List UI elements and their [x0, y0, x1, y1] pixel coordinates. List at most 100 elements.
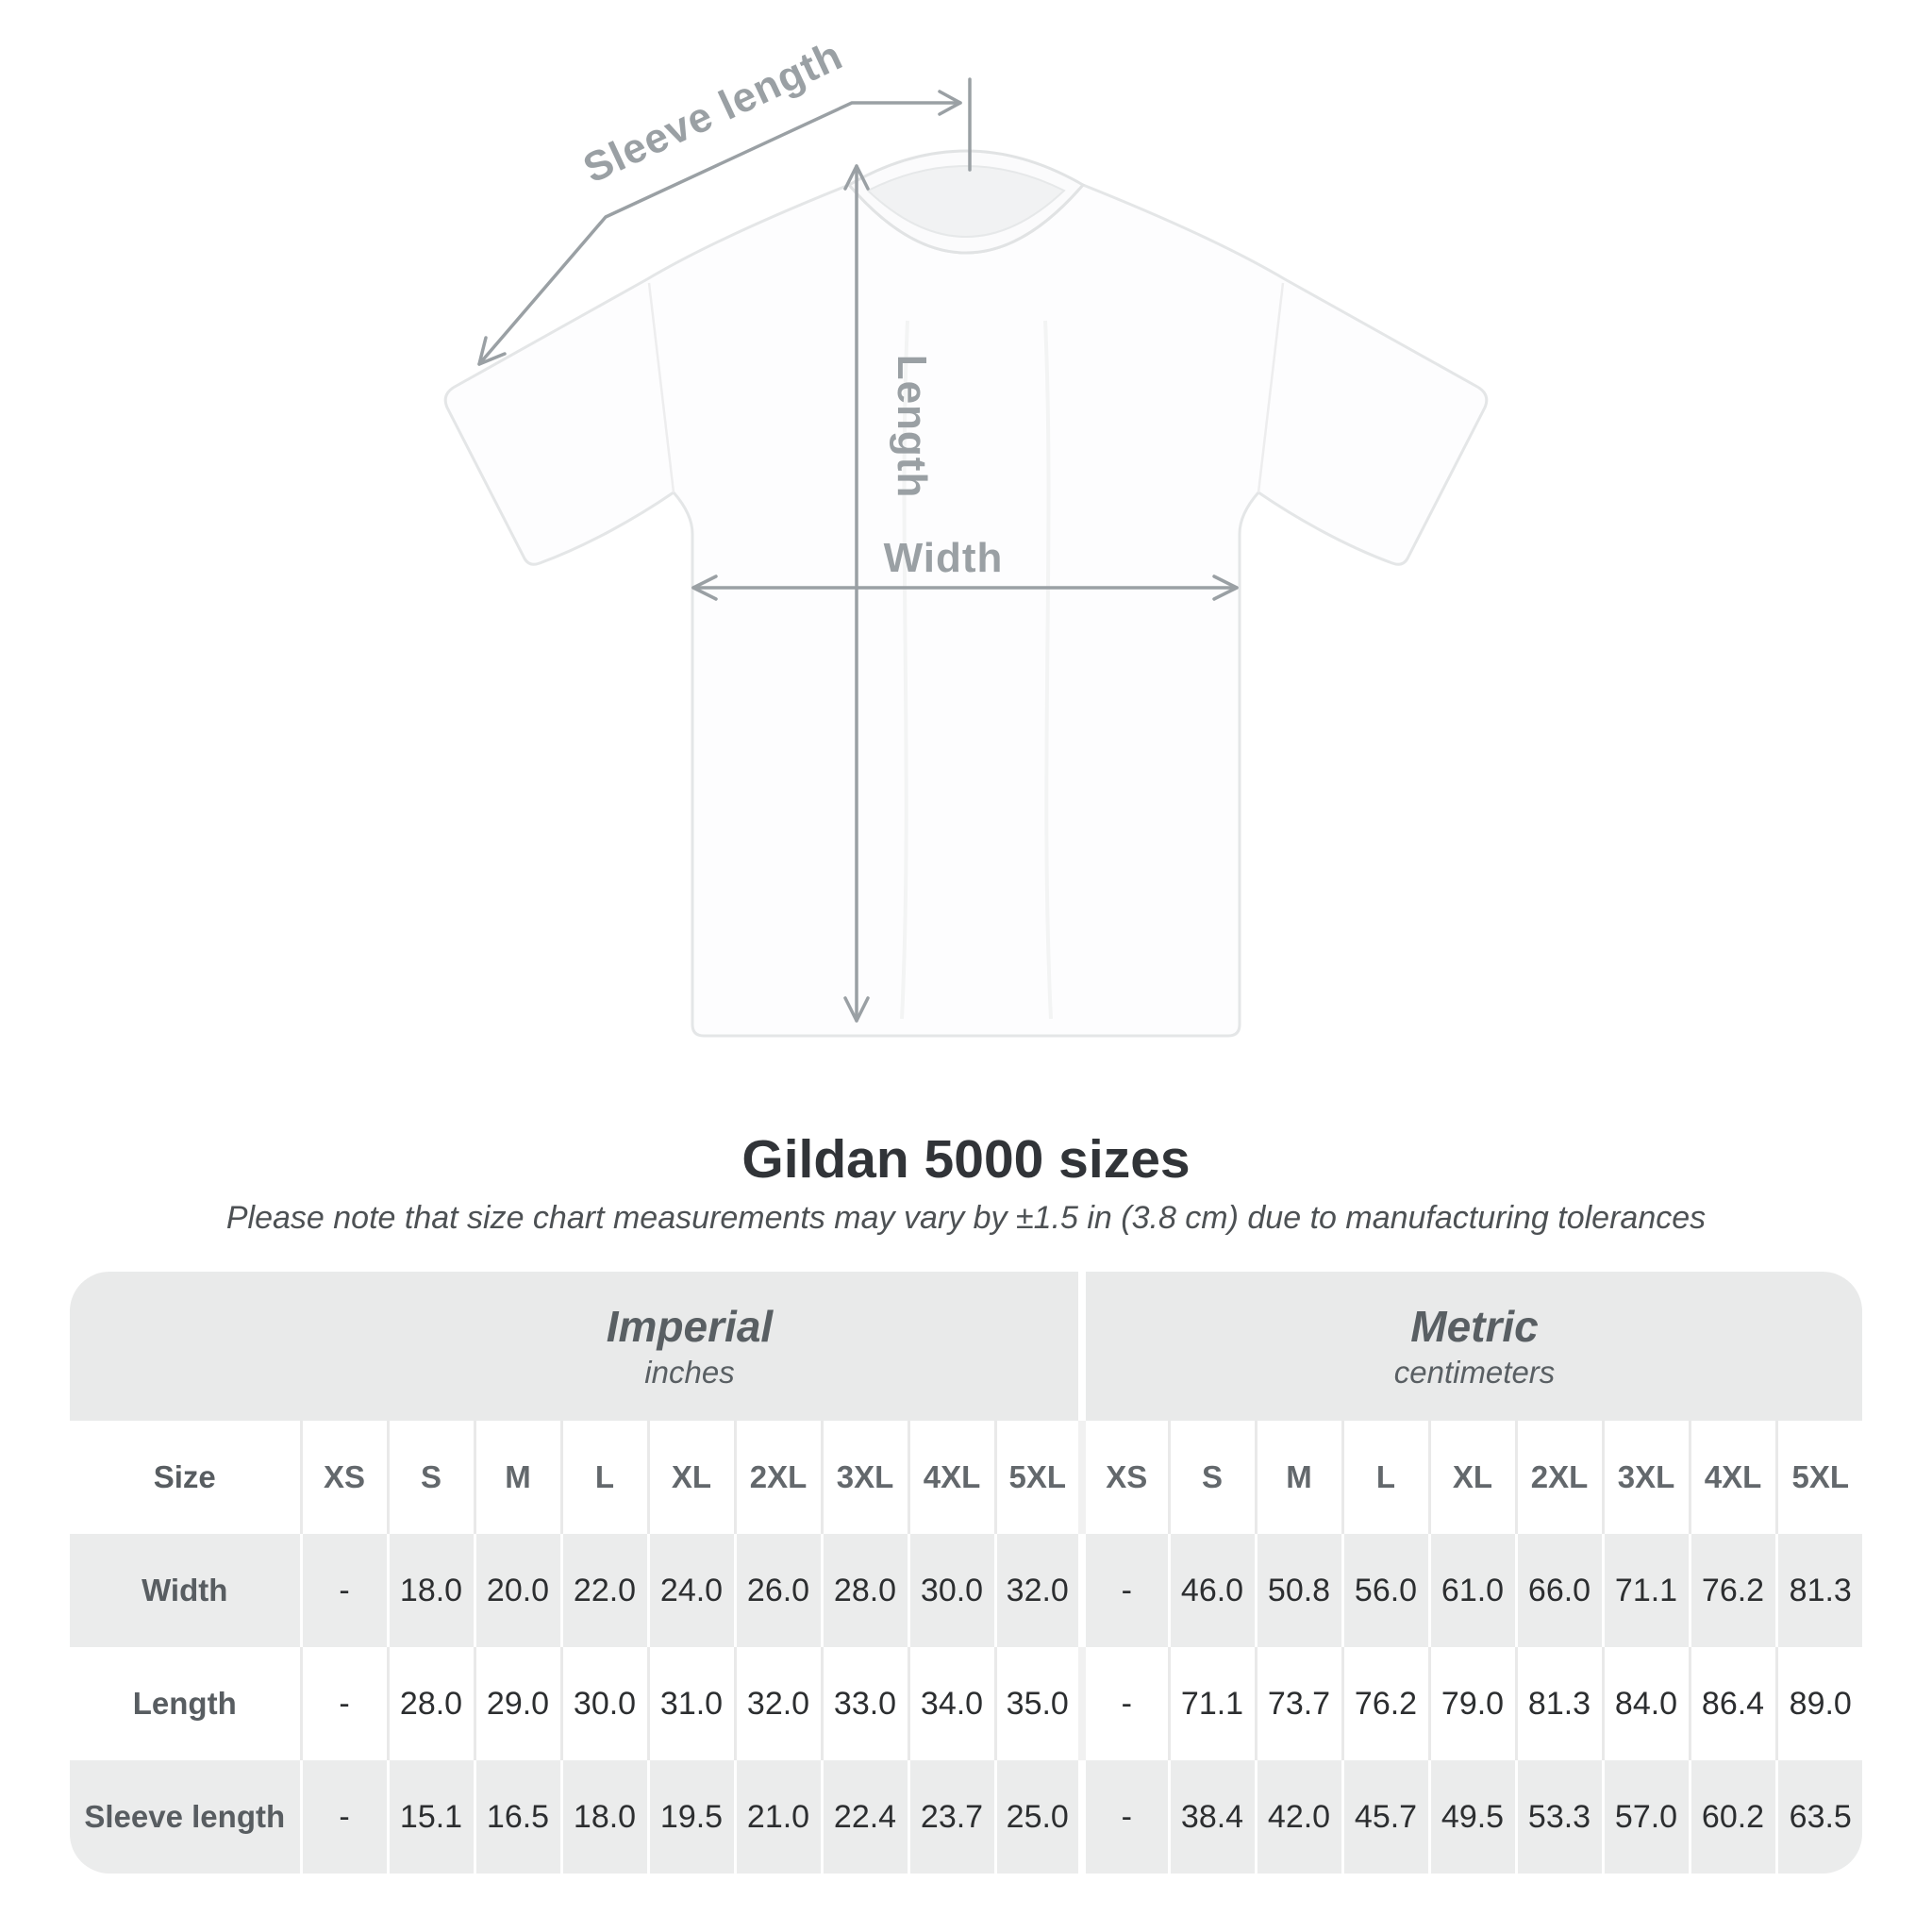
value-cell-imperial: 35.0	[993, 1647, 1082, 1760]
value-cell-imperial: 20.0	[473, 1534, 561, 1647]
row-label: Width	[142, 1573, 228, 1607]
size-header-imperial-xs: XS	[299, 1421, 388, 1534]
size-header-metric-2xl: 2XL	[1514, 1421, 1603, 1534]
unit-group-imperial: Imperial inches	[301, 1272, 1082, 1421]
size-header-imperial-l: L	[559, 1421, 648, 1534]
size-header-metric-xs: XS	[1078, 1421, 1169, 1534]
value-cell-metric: 50.8	[1254, 1534, 1342, 1647]
length-label: Length	[889, 355, 935, 499]
page-title: Gildan 5000 sizes	[741, 1129, 1191, 1190]
value-cell-metric: -	[1078, 1760, 1169, 1874]
length-arrowhead-bottom	[843, 996, 870, 1023]
value-cell-metric: 84.0	[1601, 1647, 1690, 1760]
value-cell-metric: 76.2	[1341, 1647, 1429, 1760]
value-cell-imperial: 18.0	[559, 1760, 648, 1874]
size-chart-table: Imperial inches Metric centimeters Size XS S M L…	[70, 1272, 1862, 1874]
size-header-imperial-xl: XL	[646, 1421, 735, 1534]
size-header-imperial-5xl: 5XL	[993, 1421, 1082, 1534]
value-cell-metric: 63.5	[1774, 1760, 1862, 1874]
width-arrowhead-right	[1212, 575, 1239, 601]
value-cell-metric: 46.0	[1167, 1534, 1256, 1647]
tshirt-neck-opening	[866, 165, 1066, 238]
value-cell-imperial: 19.5	[646, 1760, 735, 1874]
value-cell-imperial: 30.0	[559, 1647, 648, 1760]
value-cell-metric: 86.4	[1688, 1647, 1776, 1760]
value-cell-metric: 61.0	[1427, 1534, 1516, 1647]
unit-group-unit: centimeters	[1393, 1355, 1556, 1391]
value-cell-imperial: 25.0	[993, 1760, 1082, 1874]
value-cell-metric: 71.1	[1601, 1534, 1690, 1647]
value-cell-metric: 57.0	[1601, 1760, 1690, 1874]
width-label: Width	[884, 535, 1004, 581]
value-cell-metric: 38.4	[1167, 1760, 1256, 1874]
length-arrowhead-top	[843, 164, 870, 191]
value-cell-imperial: 33.0	[820, 1647, 908, 1760]
value-cell-imperial: 24.0	[646, 1534, 735, 1647]
value-cell-imperial: 18.0	[386, 1534, 475, 1647]
value-cell-imperial: 28.0	[820, 1534, 908, 1647]
value-cell-imperial: 26.0	[733, 1534, 822, 1647]
size-header-metric-3xl: 3XL	[1601, 1421, 1690, 1534]
fabric-crease	[900, 320, 909, 1020]
value-cell-metric: 66.0	[1514, 1534, 1603, 1647]
value-cell-imperial: 22.4	[820, 1760, 908, 1874]
value-cell-metric: 49.5	[1427, 1760, 1516, 1874]
unit-group-metric: Metric centimeters	[1077, 1272, 1862, 1421]
value-cell-metric: 60.2	[1688, 1760, 1776, 1874]
value-cell-imperial: 28.0	[386, 1647, 475, 1760]
size-header-metric-5xl: 5XL	[1774, 1421, 1862, 1534]
value-cell-metric: -	[1078, 1534, 1169, 1647]
value-cell-metric: 42.0	[1254, 1760, 1342, 1874]
width-arrowhead-left	[691, 575, 718, 601]
value-cell-metric: 79.0	[1427, 1647, 1516, 1760]
tolerance-note: Please note that size chart measurements…	[225, 1200, 1707, 1236]
size-header-row: Size XS S M L XL 2XL 3XL 4XL 5XL XS S M L XL 2XL 3XL 4XL 5…	[70, 1421, 1862, 1534]
row-label: Sleeve length	[84, 1799, 286, 1834]
value-cell-imperial: -	[299, 1647, 388, 1760]
value-cell-metric: 81.3	[1514, 1647, 1603, 1760]
value-cell-imperial: 32.0	[733, 1647, 822, 1760]
value-cell-imperial: 23.7	[907, 1760, 995, 1874]
measurement-row: Sleeve length -15.1 16.5 18.0 19.5 21.0 22.4 23…	[70, 1760, 1862, 1874]
value-cell-metric: 71.1	[1167, 1647, 1256, 1760]
value-cell-imperial: -	[299, 1534, 388, 1647]
value-cell-metric: 89.0	[1774, 1647, 1862, 1760]
measurement-row: Width -18.0 20.0 22.0 24.0 26.0 28.0 30.0 32.0-4…	[70, 1534, 1862, 1647]
unit-group-title: Imperial	[606, 1301, 774, 1351]
value-cell-imperial: 21.0	[733, 1760, 822, 1874]
value-cell-metric: 76.2	[1688, 1534, 1776, 1647]
size-header-imperial-3xl: 3XL	[820, 1421, 908, 1534]
size-header-metric-4xl: 4XL	[1688, 1421, 1776, 1534]
tshirt-body	[443, 183, 1489, 1038]
value-cell-metric: 73.7	[1254, 1647, 1342, 1760]
sleeve-length-line	[477, 101, 962, 366]
sleeve-length-arrowhead-right	[938, 90, 962, 116]
size-header-metric-xl: XL	[1427, 1421, 1516, 1534]
value-cell-imperial: 22.0	[559, 1534, 648, 1647]
value-cell-imperial: 31.0	[646, 1647, 735, 1760]
row-label: Length	[132, 1686, 237, 1721]
value-cell-metric: 45.7	[1341, 1760, 1429, 1874]
value-cell-imperial: 15.1	[386, 1760, 475, 1874]
size-chart-grid: Imperial inches Metric centimeters Size XS S M L…	[70, 1272, 1862, 1874]
right-sleeve-seam	[1257, 282, 1285, 493]
unit-band-row: Imperial inches Metric centimeters	[70, 1272, 1862, 1421]
size-header-imperial-2xl: 2XL	[733, 1421, 822, 1534]
value-cell-imperial: 16.5	[473, 1760, 561, 1874]
sleeve-length-arrowhead-left	[477, 336, 507, 366]
unit-group-title: Metric	[1410, 1301, 1539, 1351]
table-corner-cell	[70, 1272, 301, 1421]
value-cell-imperial: 32.0	[993, 1534, 1082, 1647]
value-cell-imperial: 29.0	[473, 1647, 561, 1760]
size-header-imperial-s: S	[386, 1421, 475, 1534]
size-header-metric-s: S	[1167, 1421, 1256, 1534]
size-header-metric-l: L	[1341, 1421, 1429, 1534]
value-cell-imperial: 30.0	[907, 1534, 995, 1647]
size-header-metric-m: M	[1254, 1421, 1342, 1534]
unit-group-unit: inches	[644, 1355, 735, 1391]
size-header-imperial-4xl: 4XL	[907, 1421, 995, 1534]
value-cell-metric: 56.0	[1341, 1534, 1429, 1647]
measurement-row: Length -28.0 29.0 30.0 31.0 32.0 33.0 34.0 35.0-…	[70, 1647, 1862, 1760]
value-cell-imperial: -	[299, 1760, 388, 1874]
